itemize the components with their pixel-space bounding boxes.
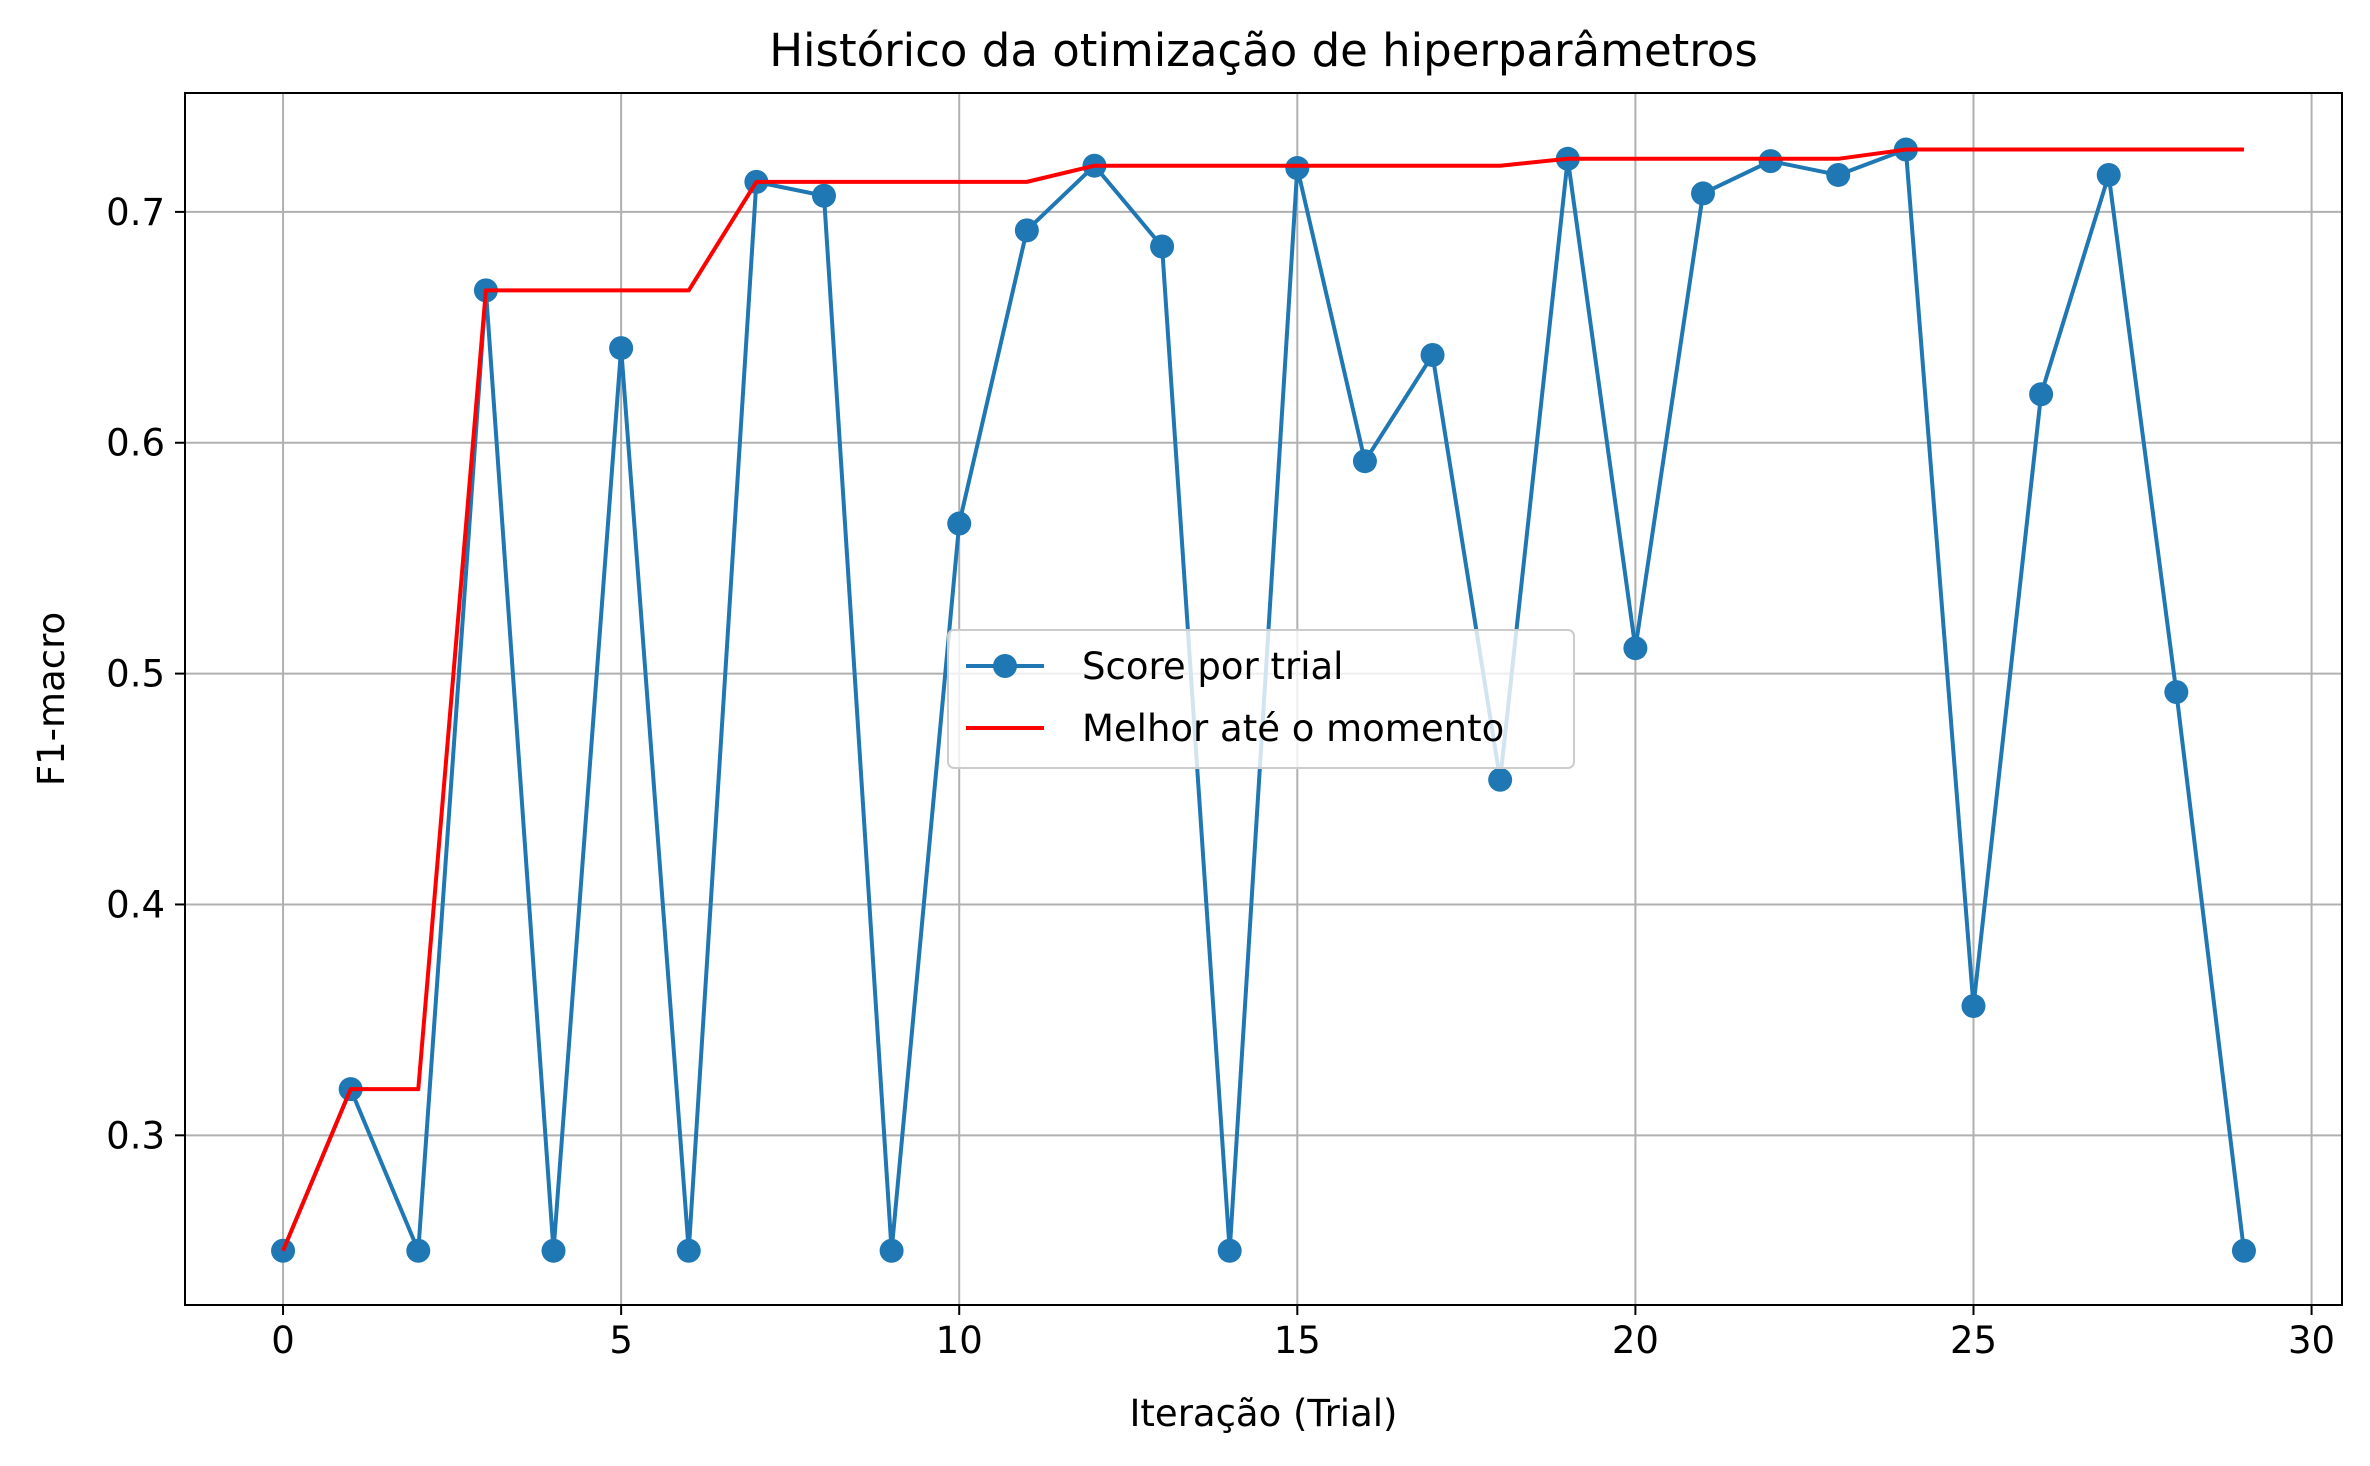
- x-tick-label: 5: [609, 1319, 633, 1362]
- y-axis-label: F1-macro: [30, 612, 73, 786]
- legend-label: Score por trial: [1082, 645, 1343, 688]
- data-point: [2029, 382, 2054, 407]
- y-tick-label: 0.5: [106, 653, 165, 696]
- legend-label: Melhor até o momento: [1082, 707, 1504, 750]
- data-point: [406, 1238, 431, 1263]
- y-tick-label: 0.4: [106, 883, 165, 926]
- data-point: [2096, 162, 2121, 187]
- x-tick-label: 15: [1274, 1319, 1321, 1362]
- data-point: [1420, 343, 1445, 368]
- data-point: [1285, 156, 1310, 181]
- data-point: [1150, 234, 1175, 259]
- legend-box: [947, 629, 1575, 769]
- data-point: [609, 336, 634, 361]
- x-tick-label: 10: [936, 1319, 983, 1362]
- series-line: [281, 147, 2244, 1252]
- x-tick-label: 0: [271, 1319, 295, 1362]
- data-point: [811, 183, 836, 208]
- y-tick-label: 0.3: [106, 1114, 165, 1157]
- y-tick-label: 0.6: [106, 422, 165, 465]
- data-point: [1758, 149, 1783, 174]
- data-point: [879, 1238, 904, 1263]
- x-axis-label: Iteração (Trial): [1130, 1392, 1398, 1435]
- data-point: [2231, 1238, 2256, 1263]
- axis-ticks: 0 5 10 15 20 25 30 0.3 0.4 0.5 0.6 0.7: [106, 191, 2335, 1362]
- data-point: [1691, 181, 1716, 206]
- data-point: [1217, 1238, 1242, 1263]
- legend: Score por trial Melhor até o momento: [947, 629, 1575, 769]
- legend-marker: [993, 654, 1017, 678]
- data-point: [1826, 162, 1851, 187]
- y-tick-label: 0.7: [106, 191, 165, 234]
- data-point: [2164, 680, 2189, 705]
- data-point: [1352, 449, 1377, 474]
- data-point: [676, 1238, 701, 1263]
- x-tick-label: 20: [1612, 1319, 1659, 1362]
- x-tick-label: 25: [1950, 1319, 1997, 1362]
- data-point: [1623, 636, 1648, 661]
- x-tick-label: 30: [2288, 1319, 2335, 1362]
- series-1: [281, 147, 2244, 1252]
- data-point: [1488, 767, 1513, 792]
- plot-frame: [184, 92, 2343, 1306]
- data-point: [1961, 994, 1986, 1019]
- chart-title: Histórico da otimização de hiperparâmetr…: [769, 24, 1758, 77]
- data-point: [947, 511, 972, 536]
- data-point: [541, 1238, 566, 1263]
- data-point: [1014, 218, 1039, 243]
